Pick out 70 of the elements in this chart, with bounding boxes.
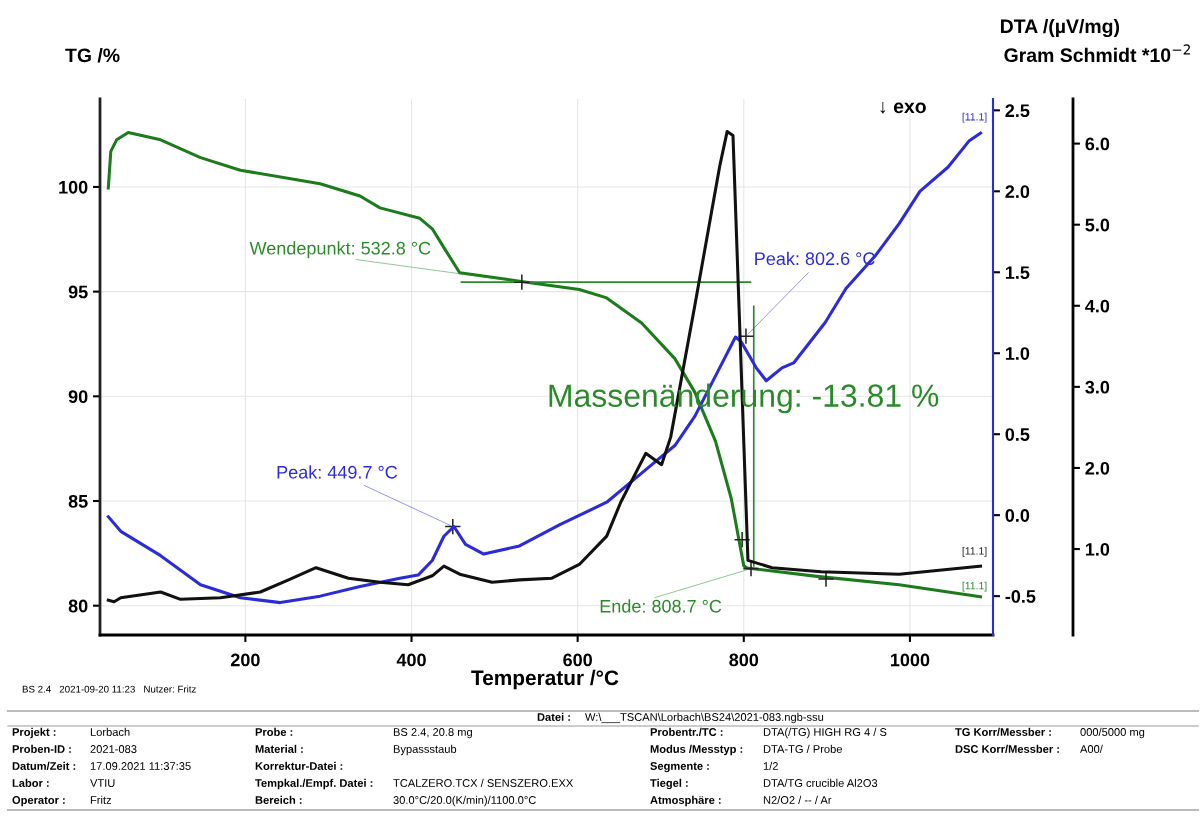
y3-tick-label: 1.0 [1085,542,1110,556]
x-tick-label: 1000 [890,653,930,667]
y3-axis-title: Gram Schmidt *10$^{−2}$ [1004,44,1190,63]
text: 1/2 [763,761,778,770]
text: Datum/Zeit : [12,761,76,771]
text: DTA(/TG) HIGH RG 4 / S [763,727,887,739]
text: W:\___TSCAN\Lorbach\BS24\2021-083.ngb-ssu [585,712,824,724]
text: 30.0°C/20.0(K/min)/1100.0°C [393,795,536,807]
text: Material : [255,744,303,753]
text: DTA-TG / Probe [763,744,842,753]
y2-tick-label: 0.0 [1005,509,1030,522]
text: Korrektur-Datei : [255,761,343,770]
y2-tick-label: 2.0 [1005,185,1030,199]
y2-tick-label: 1.0 [1005,347,1030,360]
x-tick-label: 800 [729,653,759,667]
text: VTIU [90,779,115,787]
y-tick-label: 85 [68,494,88,508]
x-tick-label: 600 [563,653,592,667]
text: Datei : [537,712,570,721]
x-axis-title: Temperatur /°C [471,669,619,690]
text: Tiegel : [650,778,688,790]
text: BS 2.4 2021-09-20 11:23 Nutzer: Fritz [22,685,196,693]
y3-tick-label: 3.0 [1085,380,1110,394]
text: Modus /Messtyp : [650,744,743,756]
y-tick-label: 90 [68,390,88,404]
text: Operator : [12,796,65,807]
y3-tick-label: 4.0 [1085,299,1110,313]
text: Bereich : [255,795,302,804]
annotation: [11.1] [962,112,987,123]
y3-tick-label: 6.0 [1085,137,1110,151]
y2-tick-label: 0.5 [1005,428,1030,441]
text: N2/O2 / -- / Ar [763,795,832,804]
text: 000/5000 mg [1080,727,1145,739]
text: Segmente : [650,762,709,773]
y-axis-title: TG /% [65,47,120,63]
y-tick-label: 100 [59,180,88,194]
y2-tick-label: 1.5 [1005,266,1030,279]
annotation: [11.1] [962,581,987,592]
text: Projekt : [12,727,56,739]
annotation: Wendepunkt: 532.8 °C [249,241,431,259]
x-tick-label: 200 [230,653,260,667]
y2-tick-label: -0.5 [1005,590,1036,603]
text: Probentr./TC : [650,727,723,737]
annotation: Ende: 808.7 °C [600,599,722,613]
text: Proben-ID : [12,744,71,753]
y3-tick-label: 2.0 [1085,461,1110,475]
y-tick-label: 95 [68,285,88,299]
y3-tick-label: 5.0 [1085,218,1110,232]
y-tick-label: 80 [68,599,88,613]
text: DTA/TG crucible Al2O3 [763,778,878,787]
text: TCALZERO.TCX / SENSZERO.EXX [393,778,574,787]
text: Atmosphäre : [650,795,721,807]
text: DSC Korr/Messber : [955,744,1059,754]
y2-axis-title: DTA /(µV/mg) [1001,18,1120,38]
text: Probe : [255,727,293,736]
text: Lorbach [90,727,130,736]
text: A00/ [1080,744,1103,753]
text: TG Korr/Messber : [955,727,1051,737]
text: Tempkal./Empf. Datei : [255,778,373,790]
text: 17.09.2021 11:37:35 [90,762,191,770]
x-tick-label: 400 [396,653,426,667]
text: 2021-083 [90,745,137,753]
text: BS 2.4, 20.8 mg [393,728,472,739]
annotation: Peak: 449.7 °C [277,465,398,479]
y2-tick-label: 2.5 [1005,104,1030,118]
text: Bypassstaub [393,744,457,756]
annotation: ↓ exo [880,102,926,114]
text: Labor : [12,778,49,787]
text: Fritz [90,795,112,804]
annotation: [11.1] [962,546,987,557]
